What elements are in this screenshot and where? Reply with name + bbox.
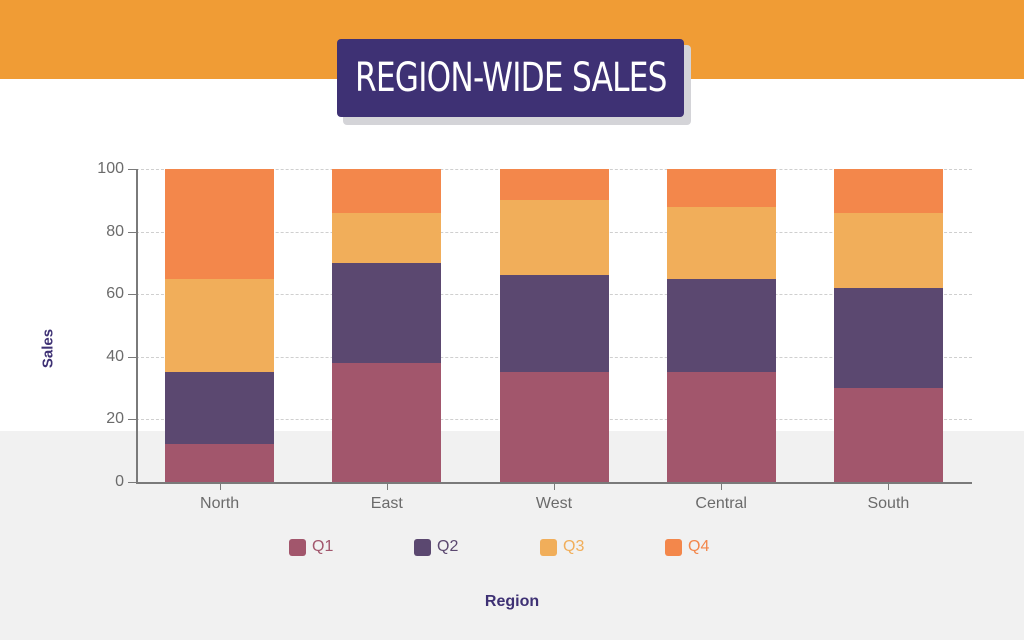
bar-north[interactable]	[165, 169, 275, 482]
bar-west[interactable]	[499, 169, 609, 482]
bar-segment-q3[interactable]	[499, 200, 609, 276]
y-tick-label: 20	[106, 410, 124, 428]
legend-swatch-icon	[540, 538, 557, 556]
bar-east[interactable]	[332, 169, 442, 482]
bar-segment-q1[interactable]	[833, 388, 943, 482]
bar-segment-q3[interactable]	[165, 278, 275, 373]
bar-segment-q1[interactable]	[165, 444, 275, 482]
bar-segment-q2[interactable]	[332, 262, 442, 364]
legend: Q1 Q2 Q3 Q4	[0, 538, 1024, 562]
bar-segment-q4[interactable]	[499, 169, 609, 201]
x-tick-label: South	[867, 495, 910, 512]
legend-item-q1[interactable]: Q1	[289, 538, 333, 556]
bar-segment-q2[interactable]	[499, 275, 609, 373]
legend-swatch-icon	[289, 538, 306, 556]
y-tick-label: 40	[106, 347, 124, 365]
y-tick	[128, 482, 136, 483]
y-axis-label: Sales	[39, 328, 57, 369]
plot-area: 0 20 40 60 80 100 North East West Central South	[97, 160, 972, 512]
bar-segment-q3[interactable]	[332, 212, 442, 263]
bar-segment-q2[interactable]	[833, 287, 943, 389]
bar-segment-q1[interactable]	[666, 372, 776, 482]
bar-segment-q2[interactable]	[165, 372, 275, 445]
legend-label: Q4	[688, 538, 710, 555]
x-tick	[888, 483, 890, 490]
x-tick	[386, 483, 388, 490]
bar-segment-q1[interactable]	[332, 363, 442, 482]
y-tick	[128, 294, 136, 296]
bar-segment-q4[interactable]	[833, 169, 943, 213]
legend-item-q4[interactable]: Q4	[665, 538, 709, 556]
y-tick-label: 60	[106, 285, 124, 303]
x-tick	[721, 483, 723, 490]
bar-segment-q4[interactable]	[332, 169, 442, 213]
x-tick-label: East	[370, 495, 403, 512]
y-tick-label: 0	[115, 473, 124, 490]
bar-segment-q3[interactable]	[666, 206, 776, 279]
bar-segment-q3[interactable]	[833, 212, 943, 288]
title-banner: REGION-WIDE SALES	[337, 39, 684, 117]
bar-south[interactable]	[833, 169, 943, 482]
x-tick-label: Central	[695, 495, 747, 512]
x-tick-label: North	[200, 495, 240, 512]
legend-swatch-icon	[414, 538, 431, 556]
x-axis-label: Region	[484, 593, 540, 610]
y-axis	[136, 169, 138, 484]
y-tick	[128, 419, 136, 421]
x-tick	[219, 483, 221, 490]
bar-segment-q1[interactable]	[499, 372, 609, 482]
bar-segment-q2[interactable]	[666, 278, 776, 373]
bar-segment-q4[interactable]	[165, 169, 275, 279]
y-tick-label: 80	[106, 222, 124, 240]
legend-label: Q3	[563, 538, 585, 555]
legend-swatch-icon	[665, 538, 682, 556]
legend-item-q2[interactable]: Q2	[414, 538, 458, 556]
legend-item-q3[interactable]: Q3	[540, 538, 584, 556]
y-tick-label: 100	[97, 160, 124, 177]
bar-segment-q4[interactable]	[666, 169, 776, 207]
x-tick	[554, 483, 555, 490]
x-tick-label: West	[535, 495, 573, 512]
legend-label: Q2	[437, 538, 459, 555]
y-tick	[128, 231, 136, 233]
legend-label: Q1	[312, 538, 334, 555]
y-tick	[128, 169, 136, 170]
chart-title: REGION-WIDE SALES	[354, 55, 668, 101]
y-tick	[128, 356, 136, 358]
bar-central[interactable]	[666, 169, 776, 482]
